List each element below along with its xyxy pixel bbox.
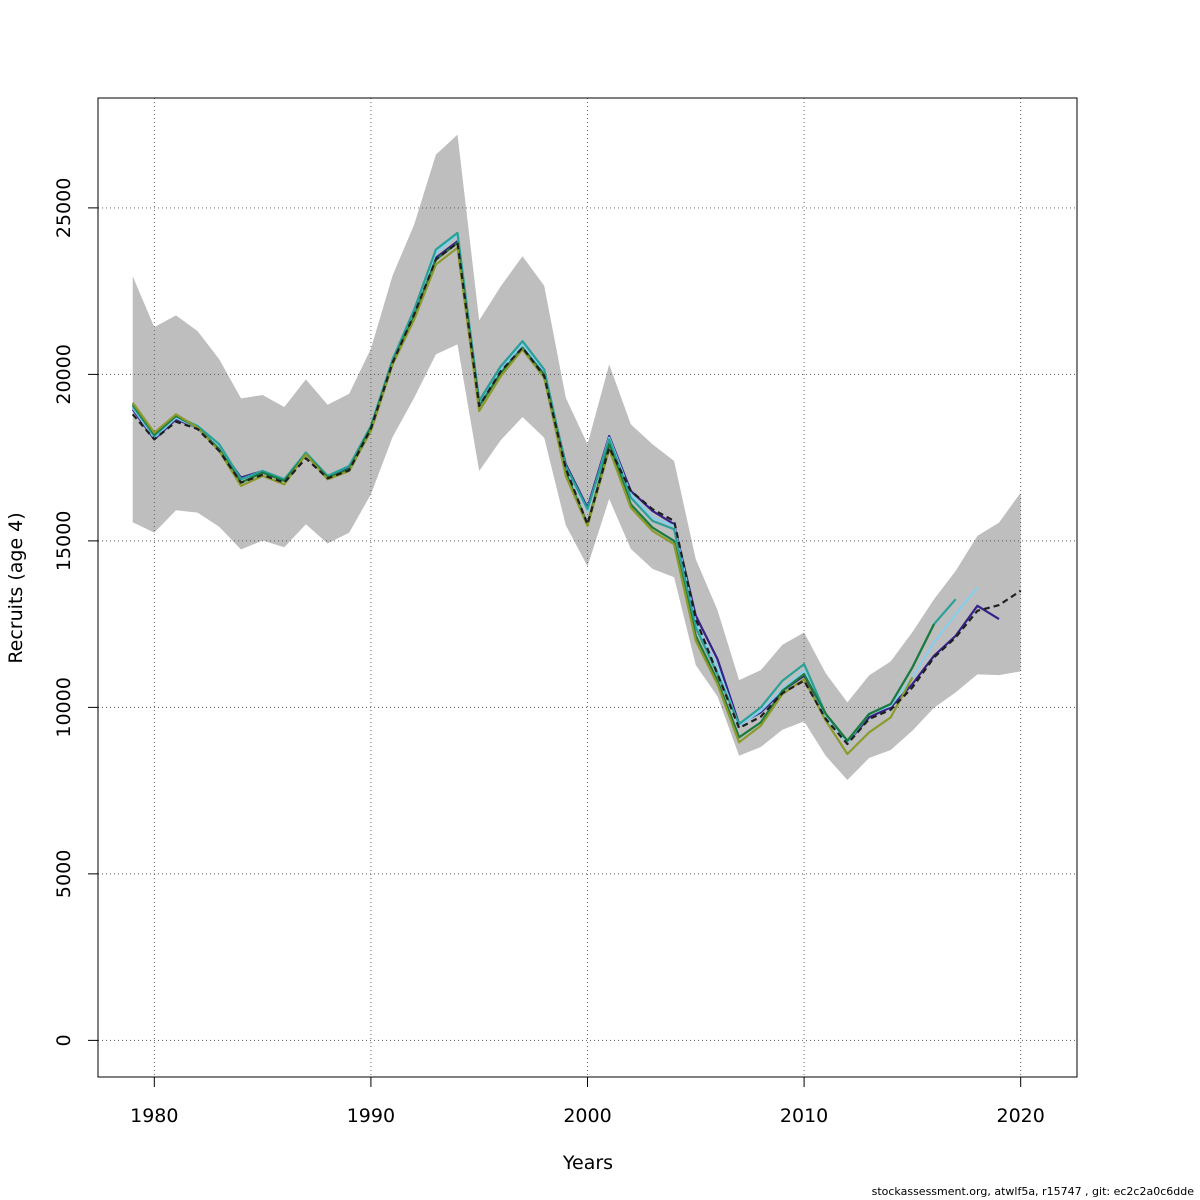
footer-note: stockassessment.org, atwlf5a, r15747 , g… bbox=[871, 1185, 1194, 1198]
x-axis-title: Years bbox=[562, 1152, 613, 1174]
y-tick-label: 5000 bbox=[53, 850, 75, 898]
series-line bbox=[131, 231, 957, 742]
series-layer bbox=[131, 231, 1022, 756]
confidence-band bbox=[132, 134, 1021, 781]
x-tick-label: 2010 bbox=[780, 1105, 828, 1127]
y-tick-label: 20000 bbox=[53, 344, 75, 404]
y-axis: 0 5000 10000 15000 20000 25000 bbox=[53, 178, 99, 1046]
x-tick-label: 1980 bbox=[130, 1105, 178, 1127]
y-tick-label: 15000 bbox=[53, 511, 75, 571]
y-tick-label: 0 bbox=[53, 1034, 75, 1046]
x-axis: 1980 1990 2000 2010 2020 bbox=[130, 1076, 1045, 1127]
y-axis-title: Recruits (age 4) bbox=[5, 512, 27, 663]
x-tick-label: 2020 bbox=[997, 1105, 1045, 1127]
series-line bbox=[131, 241, 1022, 746]
x-tick-label: 2000 bbox=[563, 1105, 611, 1127]
confidence-band-layer bbox=[132, 134, 1021, 781]
y-tick-label: 25000 bbox=[53, 178, 75, 238]
x-tick-label: 1990 bbox=[347, 1105, 395, 1127]
y-tick-label: 10000 bbox=[53, 677, 75, 737]
